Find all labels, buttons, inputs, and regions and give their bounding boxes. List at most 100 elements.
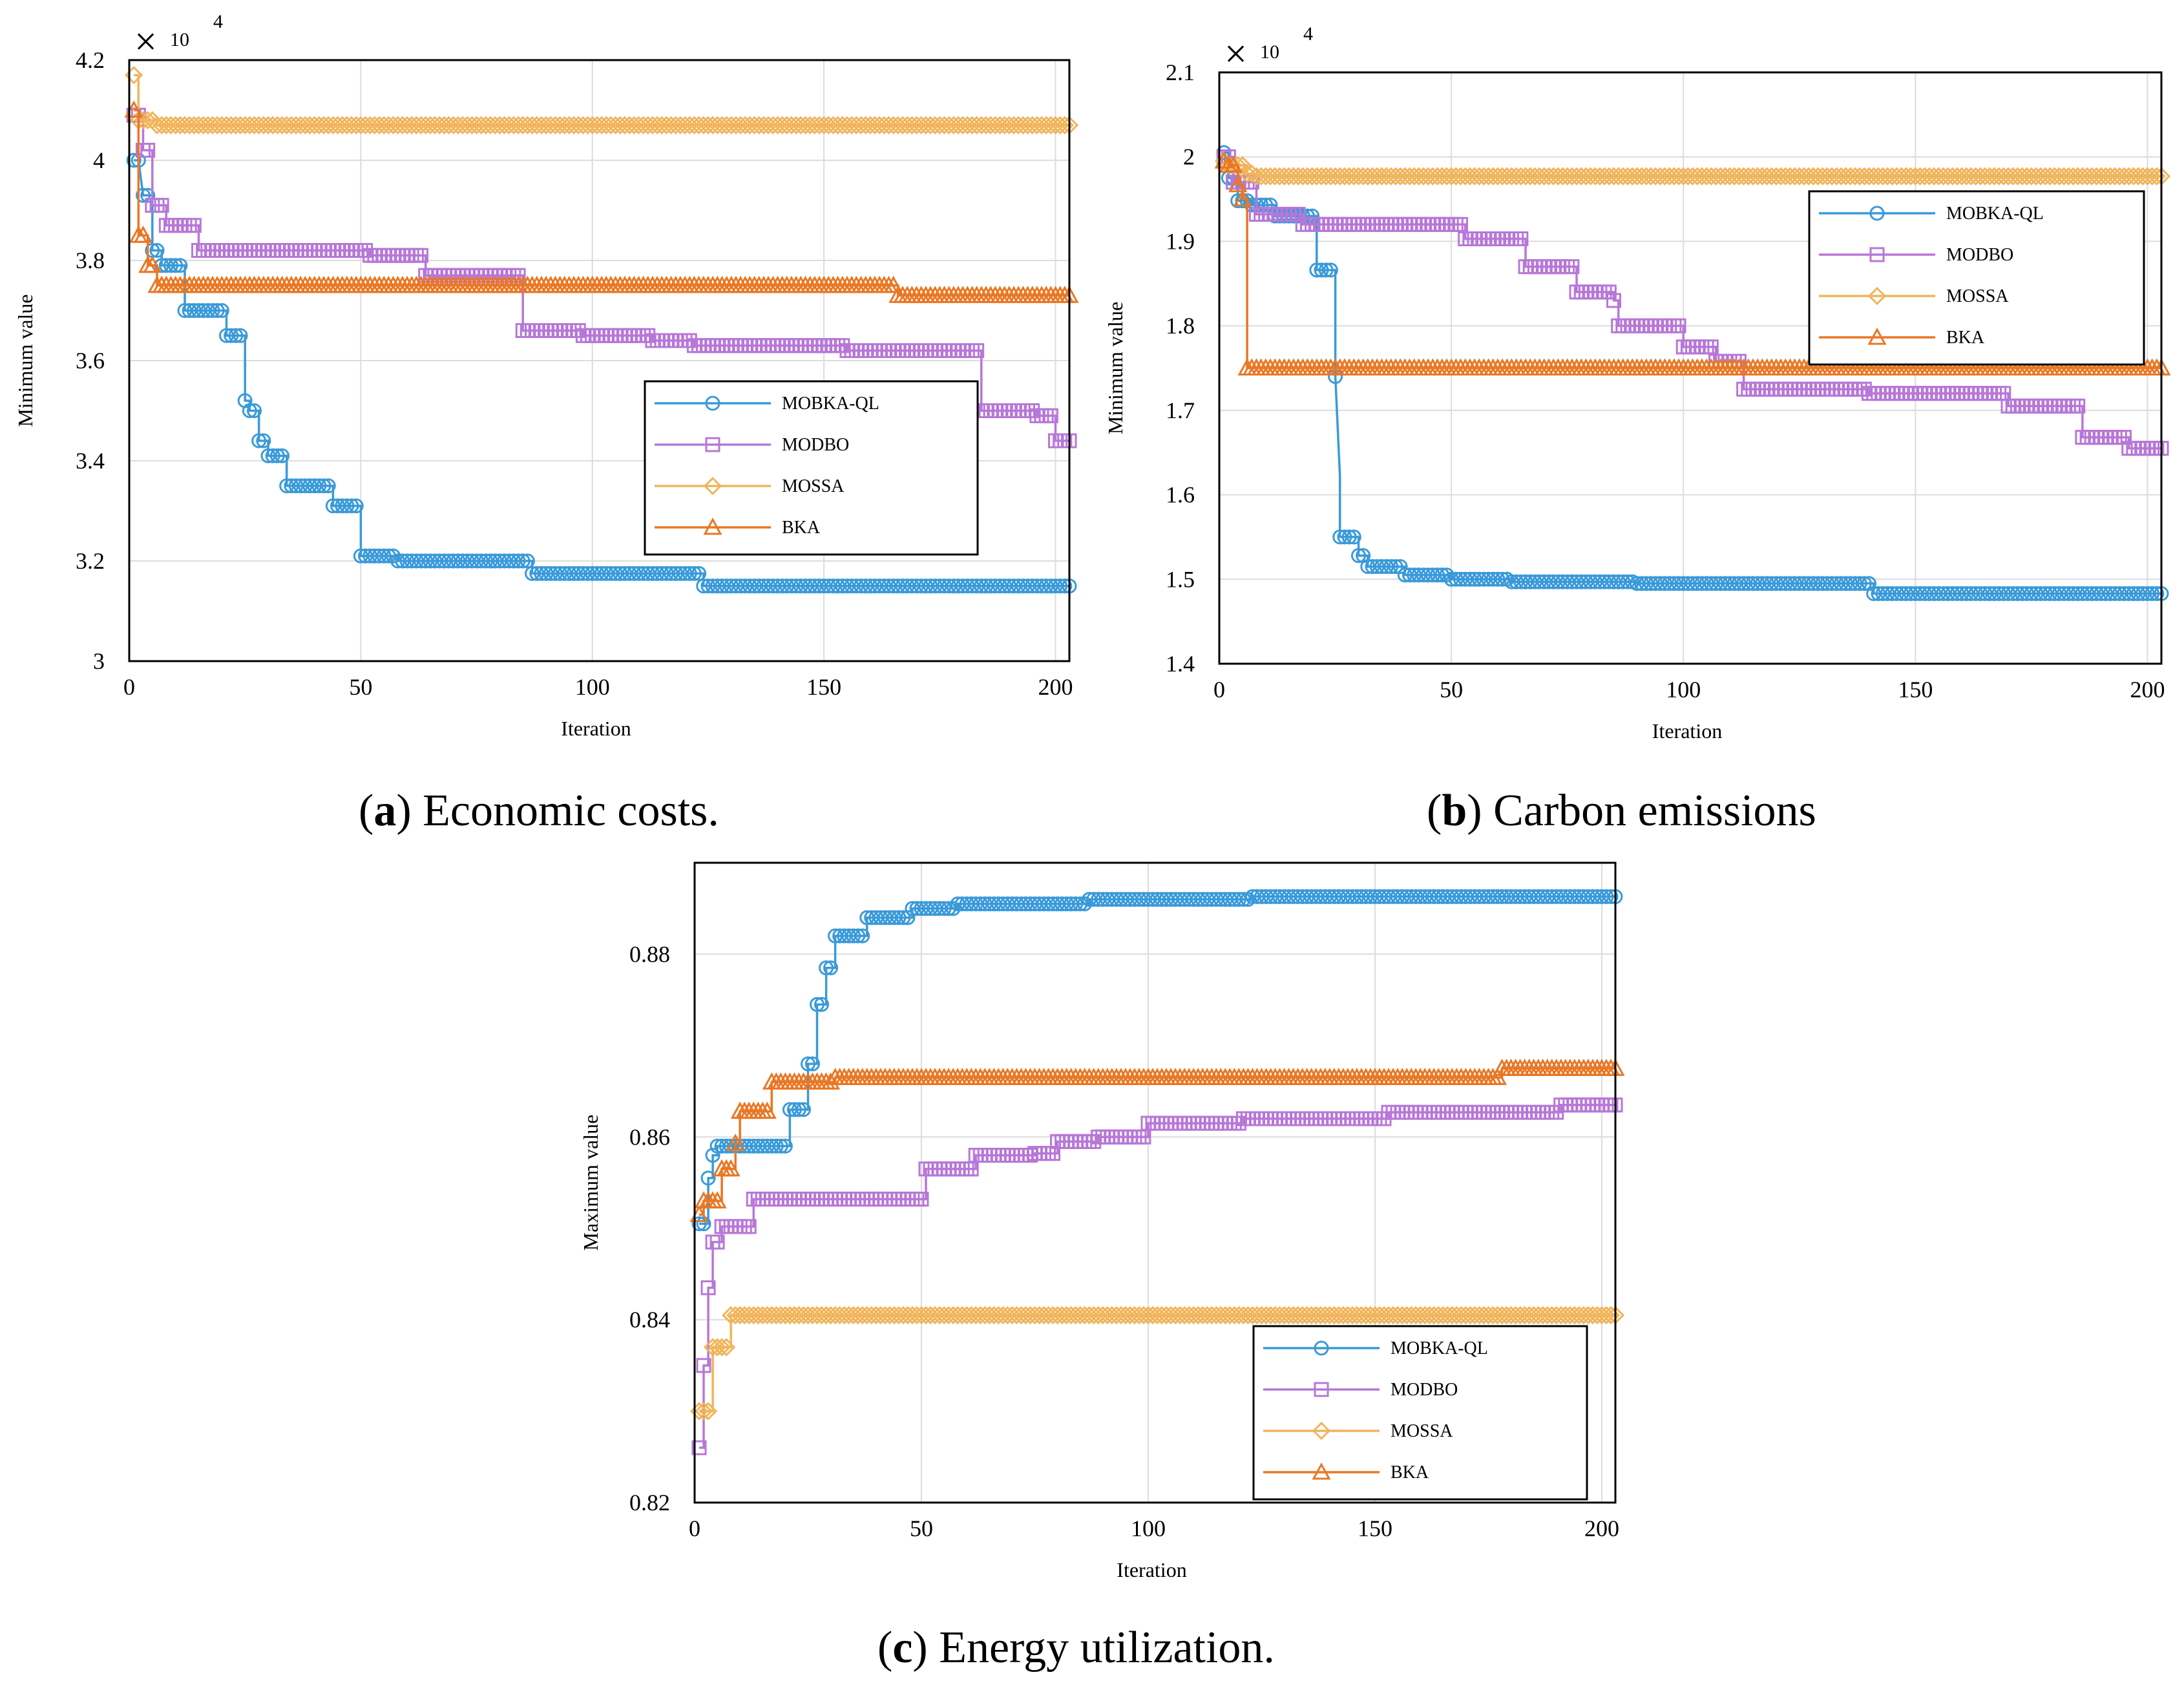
legend-marker — [1869, 247, 1885, 262]
data-point-mobka-ql — [2024, 586, 2039, 602]
data-point-mobka-ql — [474, 553, 489, 569]
y-tick-label: 1.6 — [1166, 482, 1195, 508]
data-point-modbo — [2117, 430, 2132, 445]
y-tick-label: 1.5 — [1166, 566, 1195, 592]
data-point-mobka-ql — [1675, 576, 1691, 591]
data-point-mobka-ql — [547, 565, 563, 581]
data-point-mobka-ql — [464, 553, 479, 569]
data-point-mobka-ql — [1843, 576, 1858, 591]
data-point-modbo — [510, 268, 526, 283]
data-point-mobka-ql — [414, 553, 429, 569]
data-point-mobka-ql — [1811, 576, 1826, 591]
data-point-mobka-ql — [1323, 262, 1338, 278]
data-point-mobka-ql — [1717, 576, 1733, 591]
data-point-mobka-ql — [1374, 559, 1389, 575]
data-point-mobka-ql — [2005, 586, 2021, 602]
legend-label: BKA — [1946, 328, 1985, 348]
data-point-modbo — [691, 1440, 707, 1455]
data-point-mobka-ql — [1820, 576, 1835, 591]
data-point-mobka-ql — [2112, 586, 2127, 602]
data-point-mobka-ql — [163, 258, 179, 273]
data-point-mobka-ql — [649, 565, 665, 581]
data-point-mobka-ql — [1407, 567, 1422, 583]
data-point-mobka-ql — [645, 565, 660, 581]
data-point-mobka-ql — [552, 565, 568, 581]
data-point-mobka-ql — [1379, 559, 1394, 575]
data-point-mobka-ql — [705, 1148, 720, 1163]
data-point-mobka-ql — [784, 578, 799, 594]
data-point-modbo — [741, 1219, 757, 1234]
data-point-mobka-ql — [2015, 586, 2030, 602]
data-point-mobka-ql — [186, 303, 202, 318]
data-point-mobka-ql — [1703, 576, 1719, 591]
data-point-mobka-ql — [1006, 578, 1022, 594]
data-point-mobka-ql — [177, 303, 193, 318]
data-point-mobka-ql — [696, 578, 711, 594]
data-point-mobka-ql — [446, 553, 461, 569]
data-point-mobka-ql — [904, 578, 919, 594]
y-axis-label: Minimum value — [14, 294, 37, 427]
data-point-mobka-ql — [896, 910, 911, 925]
data-point-mobka-ql — [969, 578, 985, 594]
data-point-mobka-ql — [756, 578, 772, 594]
series-mossa — [689, 1305, 1625, 1421]
data-point-bka — [726, 1134, 745, 1151]
data-point-mobka-ql — [200, 303, 216, 318]
data-point-mobka-ql — [191, 303, 207, 318]
data-point-mobka-ql — [747, 578, 762, 594]
data-point-bka — [708, 1191, 727, 1209]
data-point-mobka-ql — [256, 433, 271, 449]
data-point-mobka-ql — [1411, 567, 1427, 583]
data-point-mobka-ql — [751, 578, 767, 594]
data-point-mobka-ql — [821, 578, 836, 594]
data-point-mobka-ql — [810, 997, 825, 1012]
data-point-mobka-ql — [1907, 586, 1923, 602]
data-point-mobka-ql — [1889, 586, 1905, 602]
data-point-mobka-ql — [608, 565, 624, 581]
data-point-mobka-ql — [728, 578, 744, 594]
data-point-modbo — [358, 243, 373, 258]
data-point-mobka-ql — [265, 448, 280, 463]
data-point-mobka-ql — [1833, 576, 1849, 591]
data-point-mobka-ql — [196, 303, 211, 318]
data-point-mobka-ql — [404, 553, 419, 569]
legend-marker — [703, 517, 722, 535]
legend: MOBKA-QL MODBO MOSSA BKA — [1808, 190, 2145, 366]
data-point-modbo — [1453, 217, 1468, 232]
data-point-mobka-ql — [1829, 576, 1844, 591]
data-point-mossa — [1243, 164, 1261, 183]
data-point-mossa — [1237, 164, 1257, 183]
data-point-mobka-ql — [1448, 571, 1464, 587]
data-point-mobka-ql — [1750, 576, 1765, 591]
data-point-modbo — [154, 198, 169, 213]
y-tick-label: 3.8 — [76, 248, 105, 273]
data-point-mobka-ql — [275, 448, 290, 463]
data-point-mobka-ql — [344, 498, 359, 514]
data-point-mobka-ql — [2121, 586, 2137, 602]
data-point-mobka-ql — [399, 553, 415, 569]
data-point-mobka-ql — [686, 565, 702, 581]
series-modbo — [1216, 149, 2169, 456]
data-point-mobka-ql — [348, 498, 364, 514]
axes-frame — [128, 59, 1071, 662]
data-point-mobka-ql — [1434, 567, 1450, 583]
data-point-mobka-ql — [408, 553, 424, 569]
data-point-mobka-ql — [1884, 586, 1900, 602]
data-point-mobka-ql — [867, 578, 883, 594]
y-tick-label: 0.84 — [629, 1307, 670, 1333]
data-point-mobka-ql — [441, 553, 457, 569]
data-point-mobka-ql — [1077, 896, 1093, 912]
data-point-mobka-ql — [2094, 586, 2109, 602]
legend-marker — [703, 476, 722, 496]
data-point-mobka-ql — [492, 553, 507, 569]
data-point-mobka-ql — [571, 565, 586, 581]
data-point-modbo — [696, 1358, 711, 1373]
data-point-mobka-ql — [1838, 576, 1854, 591]
data-point-mobka-ql — [987, 578, 1003, 594]
data-point-mobka-ql — [2042, 586, 2058, 602]
data-point-modbo — [571, 323, 586, 338]
data-point-mobka-ql — [293, 478, 308, 494]
data-point-mobka-ql — [1314, 262, 1329, 278]
data-point-mobka-ql — [140, 187, 156, 203]
data-point-mobka-ql — [900, 910, 916, 925]
